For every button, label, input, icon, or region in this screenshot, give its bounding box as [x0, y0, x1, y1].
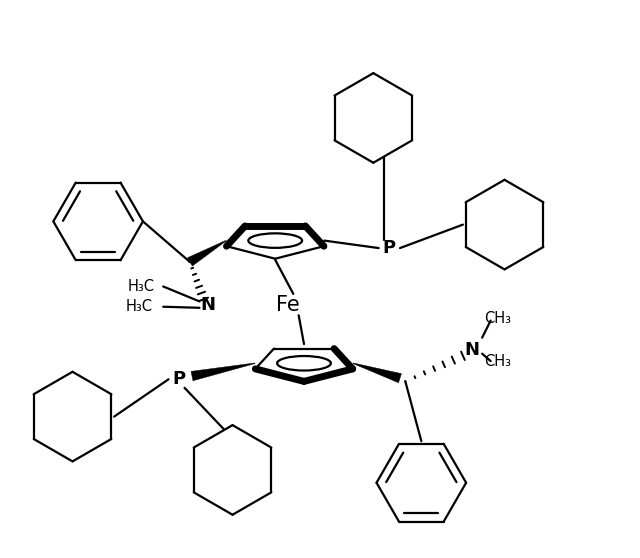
Text: CH₃: CH₃ — [484, 311, 511, 326]
Polygon shape — [353, 363, 401, 383]
Text: N: N — [200, 296, 216, 314]
Polygon shape — [191, 363, 255, 381]
Text: P: P — [383, 239, 396, 257]
Text: H₃C: H₃C — [126, 299, 153, 314]
Text: H₃C: H₃C — [128, 279, 155, 294]
Polygon shape — [188, 240, 227, 266]
Text: Fe: Fe — [276, 295, 300, 315]
Text: N: N — [464, 341, 479, 359]
Text: P: P — [173, 371, 186, 388]
Text: CH₃: CH₃ — [484, 354, 511, 369]
